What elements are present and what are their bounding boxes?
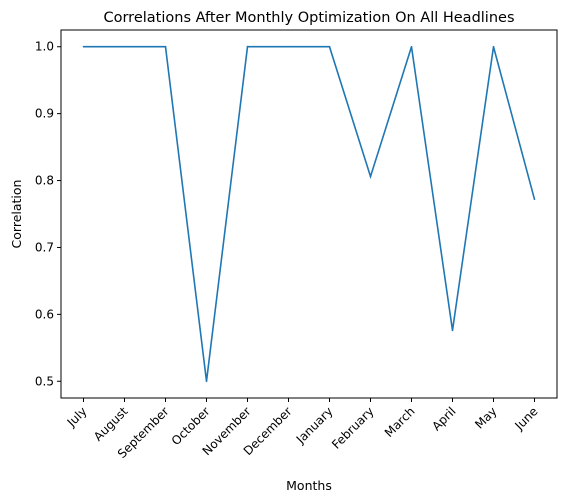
y-tick-label: 0.9 [35, 107, 54, 121]
data-point [533, 198, 536, 201]
data-point [246, 45, 249, 48]
data-point [287, 45, 290, 48]
y-axis: 0.5 0.6 0.7 0.8 0.9 1.0 [35, 40, 61, 388]
data-point [82, 45, 85, 48]
y-tick-label: 0.6 [35, 307, 54, 321]
y-tick-label: 1.0 [35, 40, 54, 54]
data-point [328, 45, 331, 48]
y-tick-label: 0.7 [35, 240, 54, 254]
plot-area [60, 29, 558, 399]
data-point [410, 45, 413, 48]
data-point [205, 380, 208, 383]
data-point [492, 45, 495, 48]
series-line [83, 45, 536, 382]
y-axis-label: Correlation [9, 180, 24, 249]
x-axis-label: Months [286, 478, 332, 493]
data-point [164, 45, 167, 48]
data-point [369, 175, 372, 178]
data-point [123, 45, 126, 48]
data-point [451, 329, 454, 332]
y-tick-label: 0.8 [35, 174, 54, 188]
y-tick-label: 0.5 [35, 374, 54, 388]
series-layer [82, 45, 536, 383]
chart-title: Correlations After Monthly Optimization … [103, 10, 514, 26]
